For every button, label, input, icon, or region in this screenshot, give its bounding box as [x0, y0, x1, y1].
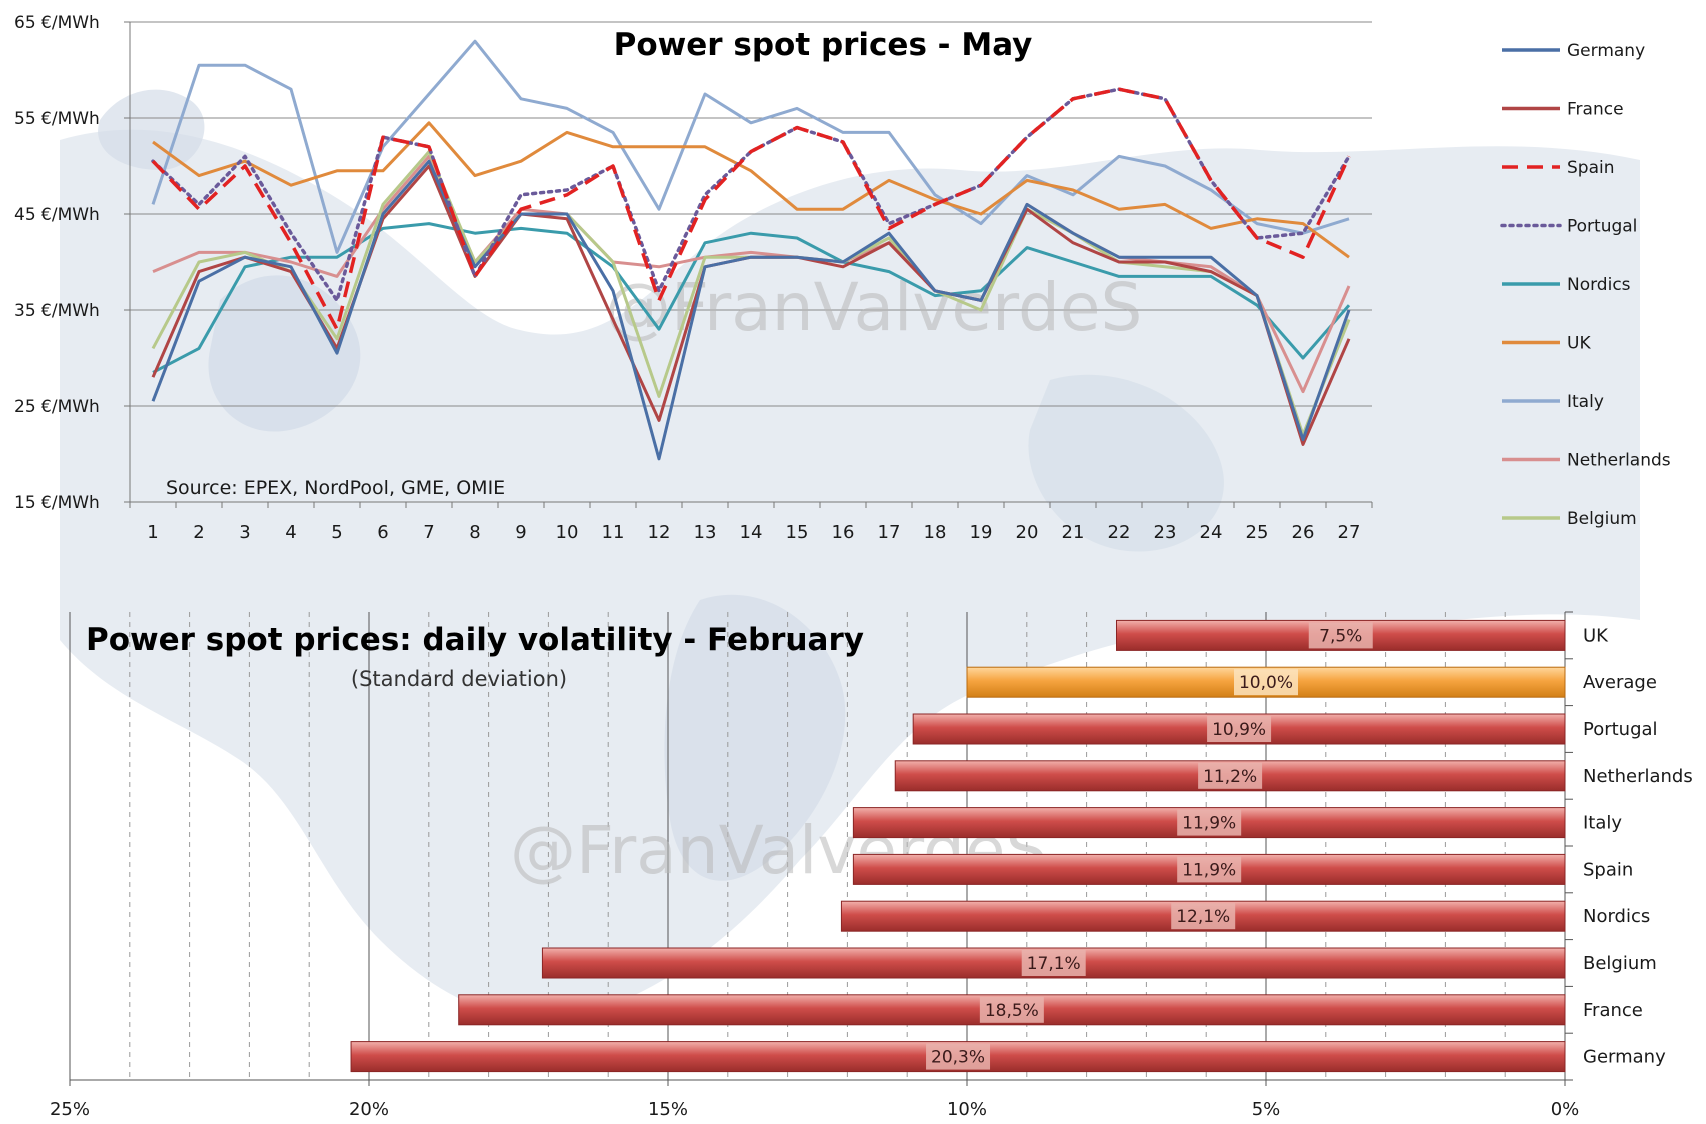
legend-label-netherlands: Netherlands [1567, 451, 1671, 471]
legend-label-france: France [1567, 100, 1624, 120]
data-label-portugal: 10,9% [1212, 720, 1266, 740]
x-tick-label: 17 [878, 522, 901, 543]
series-line-uk [152, 121, 1350, 259]
data-label-box [1198, 762, 1263, 789]
chart-subtitle-bottom: (Standard deviation) [351, 667, 567, 691]
data-label-box [979, 996, 1044, 1023]
y-tick-label: 55 €/MWh [14, 109, 100, 129]
legend-label-germany: Germany [1567, 41, 1645, 61]
data-label-box [1308, 622, 1373, 649]
series-line-spain [151, 87, 1351, 331]
category-label-portugal: Portugal [1583, 719, 1658, 740]
legend-label-uk: UK [1567, 334, 1591, 354]
data-label-box [1234, 669, 1298, 696]
y-tick-label: 25 €/MWh [14, 397, 100, 417]
data-label-box [926, 1043, 991, 1070]
x-tick-label: 23 [1154, 522, 1177, 543]
data-label-box [1207, 716, 1272, 742]
x-tick-label-bottom: 0% [1551, 1099, 1580, 1120]
data-label-average: 10,0% [1239, 673, 1293, 693]
category-label-france: France [1583, 1000, 1643, 1021]
data-label-box [1021, 950, 1086, 976]
x-tick-label: 8 [469, 522, 480, 543]
x-tick-label: 6 [377, 522, 388, 543]
category-label-nordics: Nordics [1583, 906, 1650, 927]
x-tick-label: 26 [1292, 522, 1315, 543]
y-tick-label: 65 €/MWh [14, 13, 100, 33]
x-tick-label: 18 [924, 522, 947, 543]
data-label-germany: 20,3% [931, 1048, 985, 1068]
data-label-italy: 11,9% [1182, 814, 1236, 834]
data-label-box [1177, 809, 1242, 836]
x-tick-label: 16 [832, 522, 855, 543]
x-tick-label: 7 [423, 522, 434, 543]
chart-title-top: Power spot prices - May [614, 27, 1033, 63]
legend-label-belgium: Belgium [1567, 509, 1637, 529]
data-label-box [1177, 856, 1242, 883]
data-label-belgium: 17,1% [1027, 954, 1081, 974]
y-tick-label: 45 €/MWh [14, 205, 100, 225]
x-tick-label: 21 [1062, 522, 1085, 543]
x-tick-label: 24 [1200, 522, 1223, 543]
data-label-netherlands: 11,2% [1203, 767, 1257, 787]
x-tick-label: 9 [515, 522, 526, 543]
data-label-nordics: 12,1% [1176, 907, 1230, 927]
x-tick-label: 15 [786, 522, 809, 543]
series-line-netherlands [152, 154, 1351, 394]
x-tick-label-bottom: 10% [947, 1099, 987, 1120]
series-line-germany [151, 159, 1351, 461]
x-tick-label-bottom: 15% [648, 1099, 688, 1120]
data-label-box [1171, 903, 1236, 930]
data-label-france: 18,5% [985, 1001, 1039, 1021]
x-tick-label-bottom: 20% [349, 1099, 389, 1120]
x-tick-label: 22 [1108, 522, 1131, 543]
y-tick-label: 35 €/MWh [14, 301, 100, 321]
category-label-average: Average [1583, 672, 1657, 693]
x-tick-label: 25 [1246, 522, 1269, 543]
x-tick-label: 2 [193, 522, 204, 543]
chart-title-bottom: Power spot prices: daily volatility - Fe… [86, 622, 864, 658]
x-tick-label: 3 [239, 522, 250, 543]
x-tick-label: 14 [740, 522, 763, 543]
category-label-germany: Germany [1583, 1047, 1666, 1068]
category-label-netherlands: Netherlands [1583, 766, 1693, 787]
x-tick-label: 5 [331, 522, 342, 543]
x-tick-label: 4 [285, 522, 296, 543]
x-tick-label: 10 [556, 522, 579, 543]
legend-label-portugal: Portugal [1567, 217, 1637, 237]
y-tick-label: 15 €/MWh [14, 493, 100, 513]
series-line-italy [151, 39, 1350, 254]
legend-label-italy: Italy [1567, 392, 1604, 412]
legend-label-nordics: Nordics [1567, 275, 1631, 295]
x-tick-label: 19 [970, 522, 993, 543]
category-label-belgium: Belgium [1583, 953, 1657, 974]
category-label-uk: UK [1583, 625, 1609, 646]
x-tick-label: 13 [694, 522, 717, 543]
x-tick-label: 11 [602, 522, 625, 543]
x-tick-label-bottom: 5% [1252, 1099, 1281, 1120]
x-tick-label-bottom: 25% [50, 1099, 90, 1120]
data-label-uk: 7,5% [1319, 626, 1362, 646]
legend-label-spain: Spain [1567, 158, 1615, 178]
x-tick-label: 27 [1338, 522, 1361, 543]
x-tick-label: 1 [147, 522, 158, 543]
x-tick-label: 20 [1016, 522, 1039, 543]
category-label-italy: Italy [1583, 813, 1622, 834]
data-label-spain: 11,9% [1182, 860, 1236, 880]
source-note: Source: EPEX, NordPool, GME, OMIE [166, 477, 505, 499]
x-tick-label: 12 [648, 522, 671, 543]
category-label-spain: Spain [1583, 859, 1633, 880]
